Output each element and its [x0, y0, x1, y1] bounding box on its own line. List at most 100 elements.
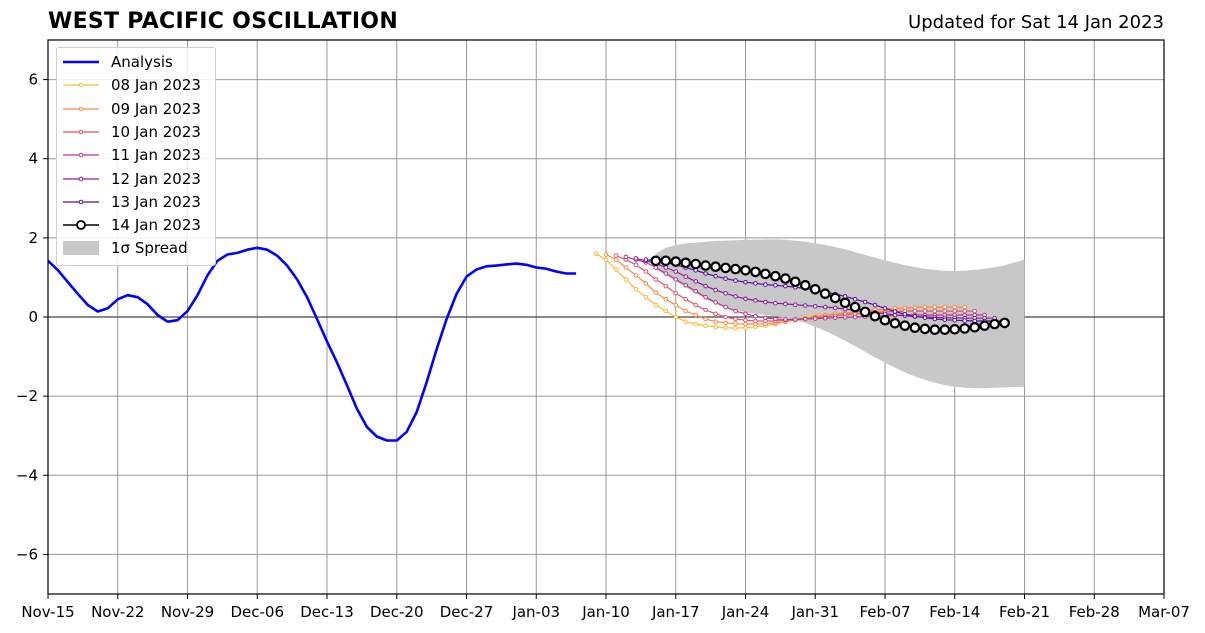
forecast-point-f11	[812, 316, 818, 321]
legend-item-analysis: Analysis	[63, 51, 173, 73]
forecast-point-f12	[783, 301, 788, 307]
forecast-point-f14	[700, 260, 711, 271]
legend-label: 12 Jan 2023	[111, 169, 201, 188]
forecast-point-f12	[723, 291, 728, 296]
x-tick-label: Dec-06	[230, 603, 284, 621]
y-tick-label: 2	[28, 229, 38, 247]
forecast-point-f08	[743, 325, 748, 331]
forecast-point-f14	[829, 292, 841, 304]
forecast-point-f12	[793, 302, 798, 308]
forecast-point-f14	[710, 261, 721, 272]
legend-swatch	[63, 129, 99, 135]
legend-item-f09: 09 Jan 2023	[63, 98, 201, 120]
forecast-point-f09	[653, 290, 659, 295]
forecast-point-f13	[733, 278, 738, 283]
forecast-point-f11	[683, 283, 689, 288]
forecast-point-f09	[962, 304, 968, 310]
forecast-point-f08	[723, 325, 728, 331]
forecast-point-f13	[882, 306, 888, 311]
forecast-point-f14	[770, 270, 781, 282]
forecast-point-f13	[753, 281, 758, 286]
forecast-point-f14	[969, 321, 980, 333]
forecast-point-f08	[593, 251, 599, 256]
forecast-point-f14	[919, 323, 931, 335]
forecast-point-f13	[952, 317, 958, 323]
forecast-point-f10	[723, 314, 728, 320]
legend-swatch	[63, 176, 99, 181]
forecast-point-f10	[643, 269, 649, 274]
forecast-point-f11	[803, 316, 808, 322]
forecast-point-f14	[670, 256, 682, 267]
forecast-point-f11	[723, 304, 728, 310]
forecast-point-f08	[653, 302, 659, 308]
forecast-point-f12	[743, 296, 748, 302]
forecast-point-f10	[922, 308, 928, 314]
forecast-point-f14	[730, 263, 741, 275]
forecast-point-f11	[653, 265, 659, 270]
forecast-point-f09	[703, 316, 708, 322]
x-tick-label: Nov-29	[161, 603, 214, 621]
forecast-point-f09	[713, 319, 718, 325]
legend-label: 1σ Spread	[111, 239, 188, 258]
forecast-point-f11	[623, 254, 629, 260]
forecast-point-f12	[703, 283, 708, 289]
chart-legend: Analysis 08 Jan 2023 09 Jan 2023 10 Jan 202…	[56, 47, 216, 266]
forecast-point-f12	[663, 265, 669, 270]
forecast-point-f10	[962, 308, 968, 314]
forecast-point-f08	[693, 321, 699, 327]
forecast-point-f09	[693, 312, 699, 318]
legend-item-spread: 1σ Spread	[63, 237, 188, 259]
forecast-point-f14	[889, 317, 901, 329]
forecast-point-f13	[723, 276, 728, 281]
analysis-line	[47, 246, 577, 442]
x-tick-label: Feb-21	[999, 603, 1050, 621]
x-tick-label: Jan-17	[651, 603, 700, 621]
forecast-point-f14	[650, 255, 662, 267]
forecast-point-f11	[743, 311, 748, 317]
forecast-point-f13	[713, 273, 718, 279]
legend-label: 14 Jan 2023	[111, 216, 201, 235]
forecast-point-f13	[962, 318, 968, 323]
legend-item-f13: 13 Jan 2023	[63, 191, 201, 213]
forecast-point-f12	[812, 304, 818, 309]
forecast-point-f10	[653, 277, 659, 282]
forecast-point-f09	[723, 320, 728, 326]
forecast-point-f12	[683, 274, 689, 279]
forecast-point-f13	[942, 317, 948, 323]
forecast-point-f14	[750, 266, 761, 278]
legend-swatch	[63, 106, 99, 111]
forecast-point-f11	[673, 277, 679, 282]
forecast-point-f11	[773, 316, 778, 322]
forecast-point-f08	[623, 277, 629, 282]
forecast-point-f14	[849, 301, 861, 313]
y-tick-label: 0	[28, 308, 38, 326]
forecast-point-f12	[753, 298, 758, 303]
forecast-point-f14	[740, 264, 751, 276]
forecast-point-f09	[922, 304, 928, 310]
forecast-point-f13	[922, 315, 928, 321]
x-tick-label: Feb-28	[1069, 603, 1120, 621]
forecast-point-f10	[942, 308, 948, 314]
legend-item-f12: 12 Jan 2023	[63, 168, 201, 190]
forecast-point-f09	[733, 321, 738, 327]
forecast-point-f08	[663, 308, 669, 314]
x-tick-label: Feb-07	[859, 603, 910, 621]
forecast-point-f10	[733, 316, 738, 322]
forecast-point-f13	[912, 313, 918, 319]
forecast-point-f08	[733, 325, 738, 331]
forecast-point-f11	[663, 271, 669, 276]
forecast-point-f14	[869, 310, 881, 322]
forecast-point-f10	[743, 317, 748, 323]
forecast-point-f14	[760, 268, 771, 280]
legend-label: 09 Jan 2023	[111, 99, 201, 118]
forecast-point-f13	[902, 311, 908, 317]
forecast-point-f09	[613, 257, 619, 262]
forecast-point-f09	[633, 273, 639, 278]
forecast-point-f14	[690, 258, 701, 270]
forecast-point-f14	[859, 306, 871, 318]
y-tick-label: −4	[16, 466, 38, 484]
legend-item-f11: 11 Jan 2023	[63, 144, 201, 166]
series-layer	[47, 246, 1010, 442]
forecast-point-f11	[832, 315, 838, 321]
